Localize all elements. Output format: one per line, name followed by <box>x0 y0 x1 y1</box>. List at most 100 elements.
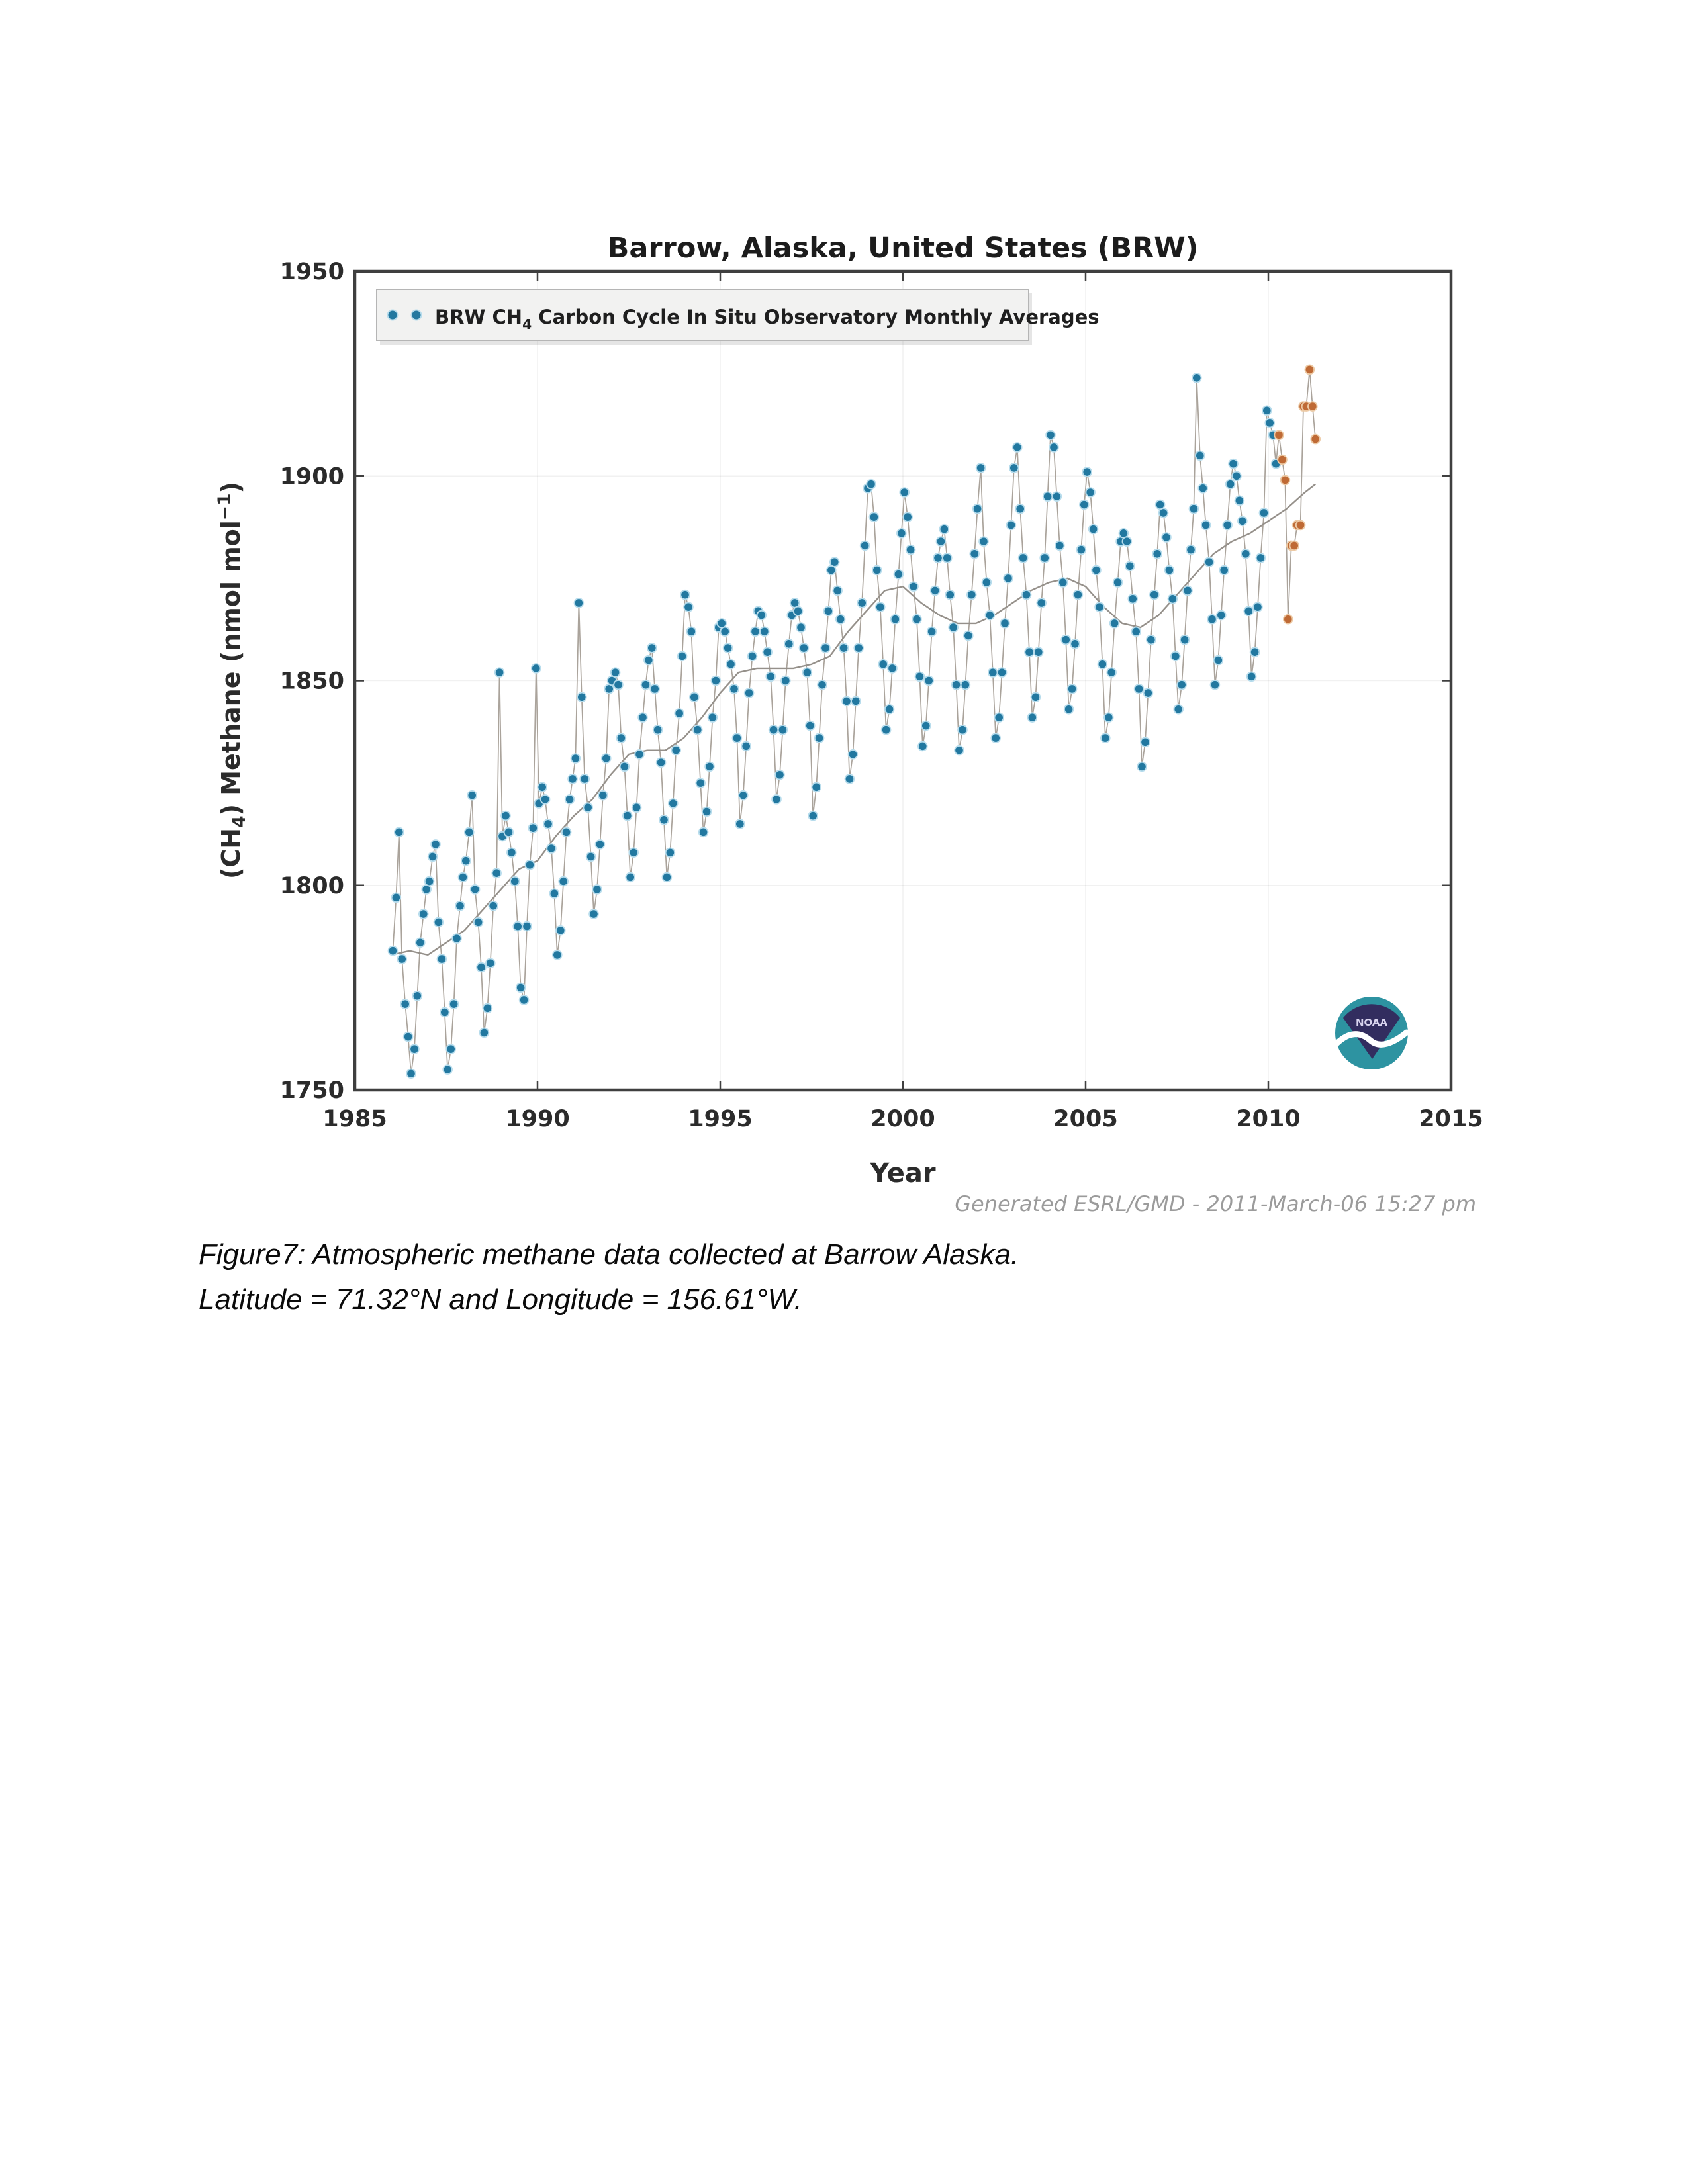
data-point <box>448 999 459 1009</box>
data-point <box>1082 467 1093 477</box>
data-point <box>844 774 855 784</box>
data-point <box>948 622 959 633</box>
data-point <box>652 724 663 735</box>
data-point <box>1215 610 1227 621</box>
data-point-preliminary <box>1280 475 1291 486</box>
data-point-preliminary <box>1310 433 1321 445</box>
data-point <box>610 667 621 678</box>
data-point <box>893 569 904 580</box>
data-point-preliminary <box>1277 454 1288 465</box>
data-point <box>1249 647 1260 658</box>
data-point <box>412 990 423 1001</box>
data-point <box>1091 565 1102 576</box>
data-point <box>978 536 989 547</box>
data-point <box>592 884 602 895</box>
data-point <box>1049 442 1059 453</box>
data-point <box>393 827 404 838</box>
data-point <box>494 667 505 678</box>
data-point <box>637 712 648 723</box>
data-point <box>1133 684 1145 694</box>
data-point <box>1051 491 1062 502</box>
y-tick-label: 1800 <box>280 873 344 899</box>
data-point <box>671 745 682 756</box>
data-point <box>896 528 907 539</box>
data-point <box>427 851 438 862</box>
data-point <box>1207 614 1217 625</box>
data-point <box>491 868 502 878</box>
legend-label: BRW CH4 Carbon Cycle In Situ Observatory… <box>435 306 1100 332</box>
data-point <box>939 523 950 535</box>
data-point <box>473 917 484 928</box>
data-point <box>783 639 794 649</box>
data-point <box>1063 704 1074 715</box>
data-point <box>1203 557 1215 567</box>
data-point <box>418 909 429 919</box>
data-point <box>926 626 937 637</box>
data-point <box>704 761 715 772</box>
data-point <box>509 876 520 887</box>
data-point <box>832 585 843 596</box>
data-point <box>613 679 624 690</box>
data-point <box>1161 532 1172 543</box>
data-point <box>646 643 657 653</box>
data-point <box>415 937 426 948</box>
data-point <box>479 1027 490 1038</box>
data-point <box>701 806 712 817</box>
data-point <box>1003 573 1013 584</box>
y-tick-label: 1900 <box>280 463 344 490</box>
data-point <box>1170 651 1181 662</box>
data-point <box>539 794 551 805</box>
data-point-preliminary <box>1304 364 1315 375</box>
data-point <box>622 810 633 821</box>
data-point <box>518 995 530 1005</box>
data-point <box>1085 487 1096 498</box>
data-point <box>899 487 910 498</box>
data-point <box>543 819 553 829</box>
data-point <box>777 724 788 735</box>
data-point <box>759 626 770 637</box>
data-point <box>1246 671 1257 682</box>
noaa-logo-text: NOAA <box>1356 1017 1388 1028</box>
data-point <box>469 884 481 895</box>
data-point <box>528 823 539 833</box>
data-point <box>722 643 733 653</box>
data-point <box>461 855 471 866</box>
legend-box <box>376 289 1029 341</box>
data-point <box>463 827 475 838</box>
data-point <box>555 925 566 936</box>
data-point <box>780 675 791 686</box>
data-point <box>935 536 947 547</box>
data-point <box>750 626 761 637</box>
data-point <box>1176 679 1187 690</box>
y-axis-label: (CH4) Methane (nmol mol−1) <box>214 482 250 879</box>
data-point <box>847 749 859 760</box>
legend: BRW CH4 Carbon Cycle In Situ Observatory… <box>376 289 1100 345</box>
data-point <box>756 610 767 621</box>
data-point <box>1015 503 1025 514</box>
data-point <box>402 1031 414 1042</box>
data-point <box>811 782 821 793</box>
data-point <box>1042 491 1053 502</box>
data-point <box>567 774 578 784</box>
caption-line-2: Latitude = 71.32°N and Longitude = 156.6… <box>199 1283 802 1316</box>
x-tick-label: 1985 <box>322 1106 387 1132</box>
data-point <box>1097 659 1108 670</box>
data-point <box>640 679 651 690</box>
data-point <box>655 757 667 768</box>
data-point <box>857 598 867 608</box>
data-point <box>868 512 880 522</box>
data-point <box>1167 594 1178 604</box>
data-point <box>866 478 876 490</box>
data-point <box>1261 405 1272 416</box>
data-point <box>720 626 730 637</box>
data-point <box>951 679 962 690</box>
data-point <box>829 557 840 567</box>
x-tick-label: 2000 <box>870 1106 935 1132</box>
y-tick-label: 1750 <box>280 1077 344 1104</box>
data-point <box>859 540 870 551</box>
data-point <box>391 892 402 903</box>
generated-note: Generated ESRL/GMD - 2011-March-06 15:27… <box>955 1191 1476 1216</box>
data-point <box>1252 602 1263 612</box>
data-point <box>1255 553 1266 563</box>
